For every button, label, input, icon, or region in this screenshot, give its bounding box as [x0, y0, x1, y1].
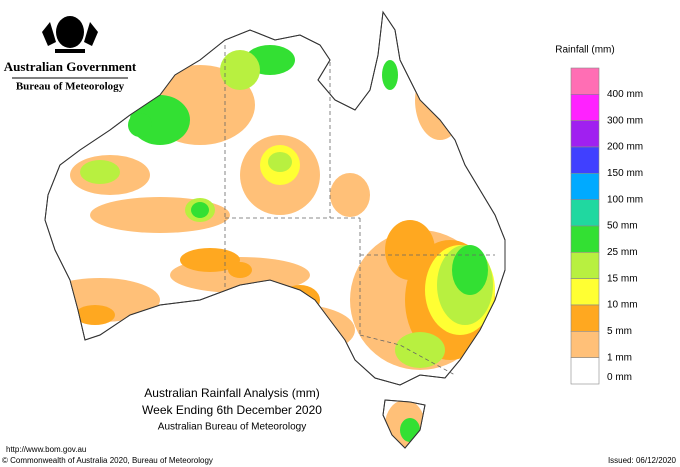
rain-area: [395, 332, 445, 368]
url[interactable]: http://www.bom.gov.au: [6, 445, 86, 454]
map: [44, 10, 506, 449]
rain-area: [191, 202, 209, 218]
government: Australian Government: [4, 59, 137, 74]
rain-area: [330, 173, 370, 217]
legend-swatch: [570, 252, 600, 279]
map-title: Australian Bureau of Meteorology: [158, 422, 306, 433]
rain-area: [415, 60, 465, 140]
legend-label: 25 mm: [607, 247, 638, 258]
legend-label: 150 mm: [607, 168, 643, 179]
rain-area: [220, 50, 260, 90]
rain-areas: [45, 45, 495, 448]
rain-area: [385, 220, 435, 280]
rain-area: [80, 160, 120, 184]
legend-swatch: [570, 357, 600, 385]
legend-swatch: [570, 278, 600, 306]
legend-swatch: [570, 67, 600, 95]
rain-area: [75, 305, 115, 325]
rain-area: [400, 418, 420, 442]
legend-label: 300 mm: [607, 115, 643, 126]
legend-label: 200 mm: [607, 142, 643, 153]
legend-swatch: [570, 199, 600, 227]
copyright: © Commonwealth of Australia 2020, Bureau…: [2, 456, 213, 465]
crest: [42, 16, 98, 53]
map-title: Australian Rainfall Analysis (mm): [144, 386, 319, 400]
legend: 400 mm 300 mm 200 mm 150 mm 100 mm 50 mm 25 mm…: [570, 67, 643, 385]
rain-area: [128, 113, 152, 137]
legend-swatch: [570, 331, 600, 358]
state-borders: [224, 45, 495, 376]
land: [44, 10, 506, 449]
legend-label: 15 mm: [607, 273, 638, 284]
issued: Issued: 06/12/2020: [608, 456, 677, 465]
legend-title: Rainfall (mm): [555, 45, 614, 56]
legend-label: 400 mm: [607, 89, 643, 100]
rain-area: [382, 60, 398, 90]
legend-label: 5 mm: [607, 326, 632, 337]
legend-swatch: [570, 94, 600, 121]
coastline: [44, 10, 506, 449]
rain-area: [268, 152, 292, 172]
legend-swatch: [570, 146, 600, 174]
legend-label: 0 mm: [607, 372, 632, 383]
rain-area: [245, 305, 355, 355]
agency: Bureau of Meteorology: [16, 81, 125, 93]
legend-label: 10 mm: [607, 300, 638, 311]
rain-area: [228, 262, 252, 278]
legend-label: 1 mm: [607, 352, 632, 363]
legend-swatch: [570, 304, 600, 332]
map-title: Week Ending 6th December 2020: [142, 403, 322, 417]
legend-swatch: [570, 120, 600, 148]
rain-area: [452, 245, 488, 295]
legend-swatch: [570, 225, 600, 253]
legend-swatch: [570, 173, 600, 200]
legend-label: 100 mm: [607, 194, 643, 205]
legend-label: 50 mm: [607, 221, 638, 232]
